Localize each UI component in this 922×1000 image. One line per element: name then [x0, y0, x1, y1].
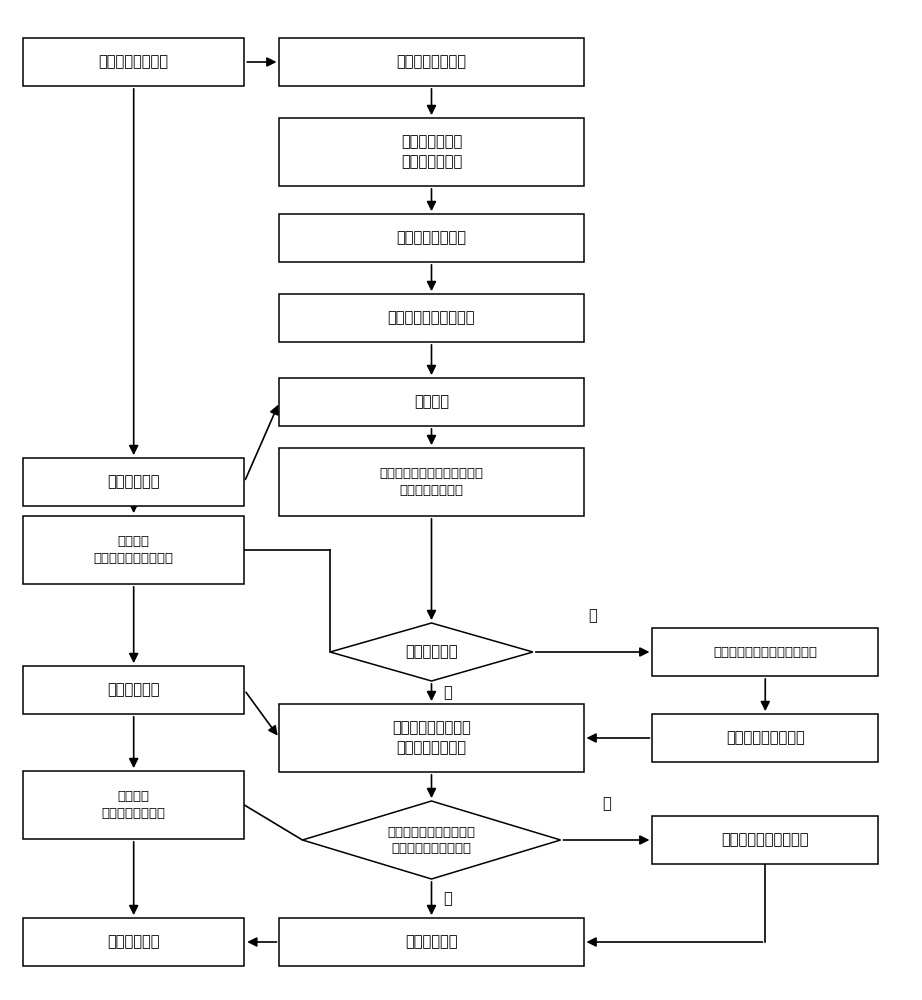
Text: 绿灯时长优化: 绿灯时长优化 — [108, 934, 160, 950]
Text: 冲突阶段
最大绿灯时长限制: 冲突阶段 最大绿灯时长限制 — [101, 790, 166, 820]
Text: 整合两路口相位方案
重新划分相位阶段: 整合两路口相位方案 重新划分相位阶段 — [392, 721, 471, 755]
Text: 方案时段划分: 方案时段划分 — [108, 682, 160, 698]
Text: 信号方案配置: 信号方案配置 — [108, 475, 160, 489]
Text: 周期设置: 周期设置 — [414, 394, 449, 410]
Text: 阶段最长绿灯时长限制: 阶段最长绿灯时长限制 — [722, 832, 809, 848]
Text: 绑定检测器设备
接入交通流数据: 绑定检测器设备 接入交通流数据 — [401, 135, 462, 169]
Text: 否: 否 — [443, 685, 453, 700]
Text: 是: 是 — [588, 608, 597, 624]
FancyBboxPatch shape — [23, 516, 244, 584]
FancyBboxPatch shape — [23, 918, 244, 966]
FancyBboxPatch shape — [23, 38, 244, 86]
FancyBboxPatch shape — [652, 816, 878, 864]
FancyBboxPatch shape — [279, 448, 584, 516]
Text: 基础信息采集配置: 基础信息采集配置 — [99, 54, 169, 70]
Polygon shape — [302, 801, 561, 879]
FancyBboxPatch shape — [279, 378, 584, 426]
FancyBboxPatch shape — [279, 118, 584, 186]
FancyBboxPatch shape — [279, 294, 584, 342]
Text: 是: 是 — [602, 796, 610, 812]
Text: 相序调整
（并联相位阶段对应）: 相序调整 （并联相位阶段对应） — [94, 535, 173, 565]
FancyBboxPatch shape — [279, 38, 584, 86]
Text: 路口信号灯组采集: 路口信号灯组采集 — [396, 231, 467, 245]
Text: 将两路口并线灯组的阶段对应: 将两路口并线灯组的阶段对应 — [714, 646, 817, 658]
Text: 阶段内连接路段存在汇入
车流方向未有疏散方向: 阶段内连接路段存在汇入 车流方向未有疏散方向 — [387, 826, 476, 854]
Polygon shape — [330, 623, 533, 681]
Text: 优化信号方案: 优化信号方案 — [406, 934, 457, 950]
Text: 调整相序及阶段时长: 调整相序及阶段时长 — [726, 730, 805, 746]
FancyBboxPatch shape — [652, 714, 878, 762]
FancyBboxPatch shape — [23, 771, 244, 839]
Text: 路口特征信息采集: 路口特征信息采集 — [396, 54, 467, 70]
Text: 否: 否 — [443, 891, 453, 906]
FancyBboxPatch shape — [23, 666, 244, 714]
Text: 存在并线灯组: 存在并线灯组 — [406, 645, 457, 660]
FancyBboxPatch shape — [279, 918, 584, 966]
FancyBboxPatch shape — [23, 458, 244, 506]
Text: 路口可设通行相位配置: 路口可设通行相位配置 — [388, 310, 475, 326]
FancyBboxPatch shape — [279, 704, 584, 772]
Text: 基于交通流数据配置相序、相
位阶段及阶段时长: 基于交通流数据配置相序、相 位阶段及阶段时长 — [380, 467, 483, 497]
FancyBboxPatch shape — [652, 628, 878, 676]
FancyBboxPatch shape — [279, 214, 584, 262]
